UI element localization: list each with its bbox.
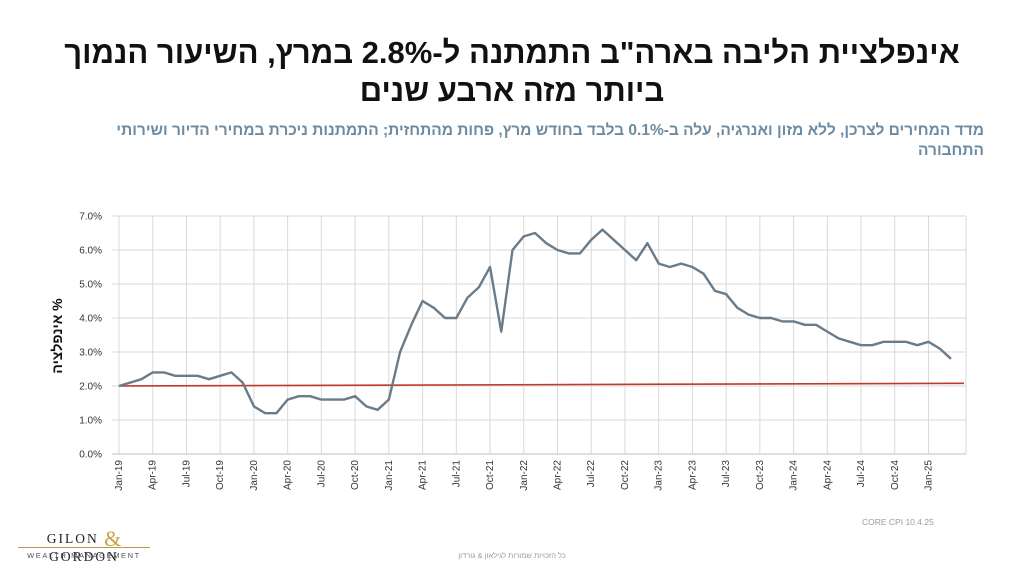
page-title: אינפלציית הליבה בארה"ב התמתנה ל-2.8% במר…	[64, 35, 960, 108]
x-tick-label: Oct-20	[350, 460, 361, 490]
x-tick-label: Jan-22	[519, 460, 530, 491]
y-tick-label: 2.0%	[79, 382, 102, 393]
y-tick-labels: 0.0% 1.0% 2.0% 3.0% 4.0% 5.0% 6.0% 7.0%	[79, 212, 102, 461]
source-note: CORE CPI 10.4.25	[862, 517, 934, 527]
x-tick-label: Jan-19	[114, 460, 125, 491]
x-tick-label: Apr-24	[822, 460, 833, 490]
x-tick-label: Apr-21	[418, 460, 429, 490]
x-tick-label: Jul-22	[586, 460, 597, 488]
x-tick-label: Apr-20	[283, 460, 294, 490]
x-tick-labels: Jan-19 Apr-19 Jul-19 Oct-19 Jan-20 Apr-20 Jul-…	[114, 460, 935, 491]
x-tick-label: Oct-24	[890, 460, 901, 490]
x-tick-label: Apr-22	[552, 460, 563, 490]
logo-wordmark: GILON & GORDON	[46, 526, 122, 564]
target-line	[118, 382, 965, 387]
x-tick-label: Jan-25	[924, 460, 935, 491]
x-tick-label: Apr-23	[687, 460, 698, 490]
x-tick-label: Jul-24	[856, 460, 867, 488]
grid-layer	[112, 215, 967, 455]
y-tick-label: 3.0%	[79, 348, 102, 359]
x-tick-label: Oct-22	[620, 460, 631, 490]
y-tick-label: 4.0%	[79, 314, 102, 325]
x-tick-label: Jan-20	[249, 460, 260, 491]
y-tick-label: 5.0%	[79, 280, 102, 291]
logo-tagline: WEALTH MANAGEMENT	[27, 551, 141, 560]
y-axis-label: % אינפלציה	[49, 298, 65, 374]
y-tick-label: 7.0%	[79, 212, 102, 223]
x-tick-label: Oct-21	[485, 460, 496, 490]
x-tick-label: Oct-23	[755, 460, 766, 490]
logo-divider	[18, 547, 150, 548]
y-tick-label: 1.0%	[79, 416, 102, 427]
x-tick-label: Oct-19	[215, 460, 226, 490]
x-tick-label: Jan-24	[789, 460, 800, 491]
copyright-footer: כל הזכויות שמורות לגילאון & גורדון	[458, 551, 566, 560]
company-logo: GILON & GORDON WEALTH MANAGEMENT	[14, 523, 154, 565]
x-tick-label: Jan-23	[654, 460, 665, 491]
page-subtitle: מדד המחירים לצרכן, ללא מזון ואנרגיה, עלה…	[116, 122, 984, 159]
x-tick-label: Jan-21	[384, 460, 395, 491]
x-tick-label: Jul-20	[316, 460, 327, 488]
x-tick-label: Jul-21	[451, 460, 462, 488]
x-tick-label: Jul-23	[721, 460, 732, 488]
y-tick-label: 6.0%	[79, 246, 102, 257]
y-tick-label: 0.0%	[79, 450, 102, 461]
x-tick-label: Apr-19	[148, 460, 159, 490]
x-tick-label: Jul-19	[181, 460, 192, 488]
series-layer	[118, 228, 965, 415]
core-cpi-line	[118, 228, 952, 415]
